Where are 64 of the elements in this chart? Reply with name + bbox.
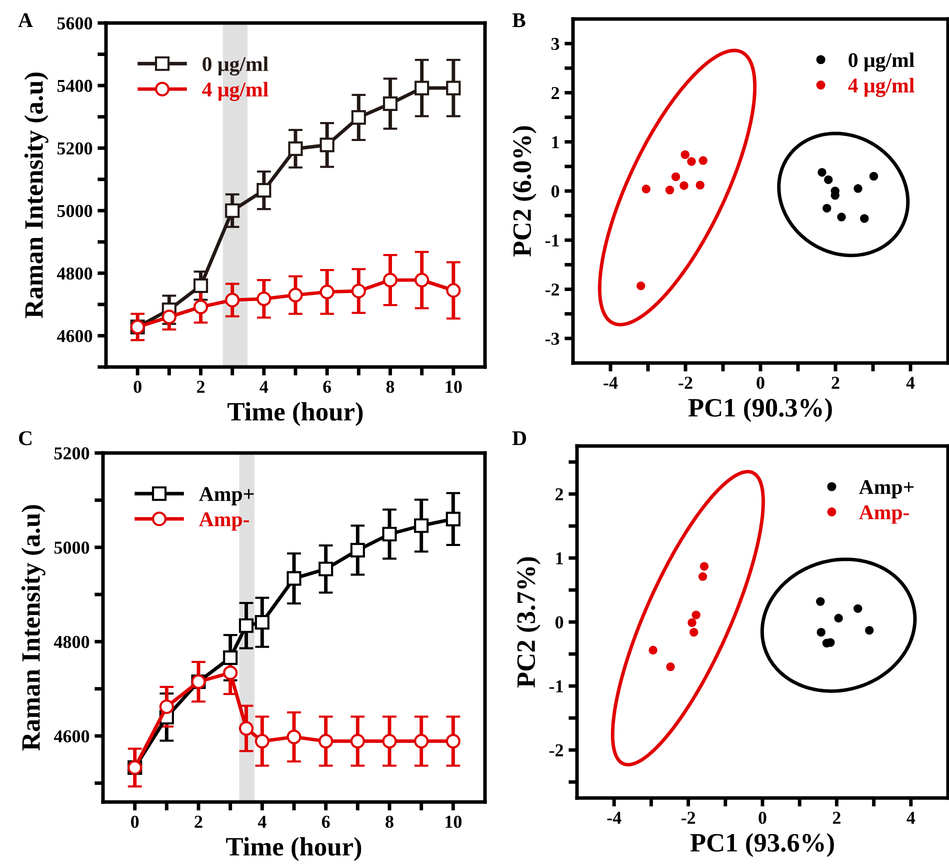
- legend-label: 0 μg/ml: [202, 56, 268, 76]
- y-tick-label: 4800: [54, 636, 90, 648]
- y-tick-label: 4600: [54, 730, 90, 742]
- legend-label: 4 μg/ml: [848, 78, 914, 97]
- y-tick-label: 1: [552, 136, 559, 148]
- x-tick-label: -2: [678, 376, 692, 389]
- y-tick-label: -2: [545, 284, 560, 296]
- x-axis-title: Time (hour): [226, 837, 362, 862]
- x-tick-label: 10: [446, 380, 462, 393]
- y-tick-label: 5000: [57, 204, 92, 218]
- x-tick-label: 2: [196, 380, 204, 393]
- y-tick-label: -2: [549, 744, 564, 756]
- y-tick-label: 5200: [57, 142, 92, 155]
- x-tick-label: 4: [906, 376, 915, 389]
- x-axis-title: Time (hour): [228, 402, 363, 426]
- y-axis-title: Raman Intensity (a.u): [24, 72, 48, 318]
- x-tick-label: 10: [446, 816, 462, 828]
- x-tick-label: -2: [681, 812, 696, 824]
- text: B: [512, 13, 526, 28]
- y-tick-label: 0: [555, 616, 564, 628]
- y-axis-title: Raman Intensity (a.u): [21, 505, 46, 751]
- y-tick-label: 5600: [57, 17, 92, 30]
- text: D: [512, 431, 526, 446]
- x-tick-label: -4: [604, 376, 618, 389]
- legend-label: Amp+: [199, 487, 254, 506]
- x-tick-label: 2: [832, 812, 840, 824]
- x-tick-label: 2: [832, 376, 840, 389]
- legend-label: Amp-: [199, 512, 249, 531]
- text: A: [18, 13, 33, 28]
- x-tick-label: 6: [323, 380, 332, 393]
- y-axis-title: PC2 (3.7%): [516, 557, 540, 688]
- x-tick-label: 8: [386, 380, 394, 393]
- x-tick-label: 2: [194, 816, 202, 828]
- x-tick-label: 0: [131, 816, 139, 828]
- x-tick-label: 0: [134, 380, 142, 393]
- y-tick-label: 3: [551, 38, 560, 50]
- y-tick-label: 2: [556, 488, 564, 500]
- x-axis-title: PC1 (93.6%): [690, 833, 834, 858]
- x-tick-label: 4: [258, 816, 266, 828]
- y-tick-label: 4800: [56, 267, 92, 280]
- legend-label: 4 μg/ml: [202, 82, 268, 101]
- y-tick-label: -1: [549, 680, 563, 692]
- y-tick-label: 2: [552, 87, 560, 99]
- y-tick-label: 1: [556, 552, 563, 564]
- x-tick-label: 0: [756, 376, 764, 389]
- x-tick-label: 4: [906, 812, 916, 824]
- x-tick-label: 4: [260, 380, 268, 393]
- y-tick-label: 4600: [56, 330, 92, 342]
- x-tick-label: 6: [322, 816, 330, 828]
- legend-label: Amp+: [859, 480, 914, 498]
- x-tick-label: 8: [386, 816, 394, 828]
- x-axis-title: PC1 (90.3%): [688, 398, 832, 422]
- y-tick-label: 5400: [57, 80, 92, 92]
- legend-label: Amp-: [859, 505, 909, 524]
- y-tick-label: 5200: [54, 447, 90, 460]
- y-tick-label: -1: [545, 234, 559, 246]
- x-tick-label: -4: [607, 812, 622, 824]
- y-tick-label: 5000: [54, 542, 90, 554]
- y-tick-label: -3: [545, 332, 560, 345]
- y-tick-label: 0: [551, 185, 560, 198]
- text: C: [19, 431, 32, 446]
- legend-label: 0 μg/ml: [848, 52, 914, 72]
- y-axis-title: PC2 (6.0%): [512, 126, 536, 257]
- x-tick-label: 0: [758, 812, 766, 824]
